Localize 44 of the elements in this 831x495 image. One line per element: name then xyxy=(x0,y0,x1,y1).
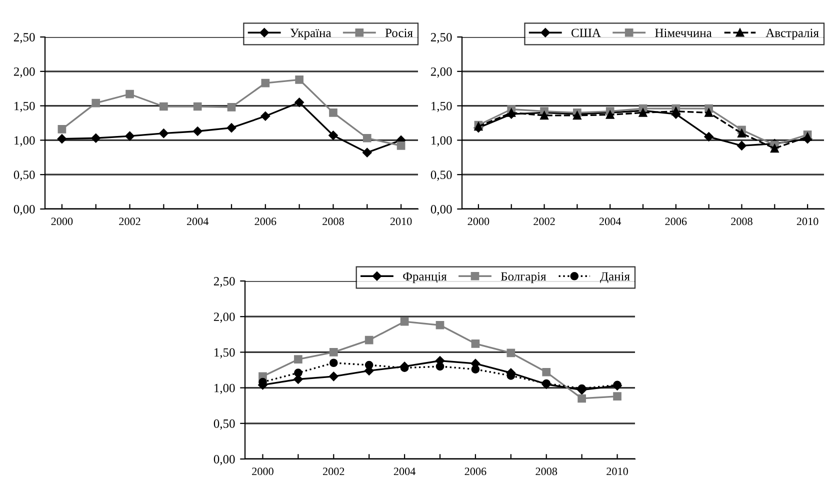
legend-label: Німеччина xyxy=(655,28,712,38)
y-tick-label: 1,00 xyxy=(14,136,35,146)
x-tick-label: 2002 xyxy=(323,468,344,476)
y-tick-label: 1,00 xyxy=(432,136,452,146)
x-tick-label: 2000 xyxy=(51,218,73,226)
x-tick-label: 2002 xyxy=(119,218,140,226)
y-tick-label: 0,50 xyxy=(430,170,452,181)
y-tick-label: 1,50 xyxy=(214,348,235,358)
y-tick-label: 2,00 xyxy=(214,312,235,323)
y-tick-label: 2,50 xyxy=(14,33,35,44)
x-tick-label: 2000 xyxy=(468,218,490,226)
x-tick-label: 2008 xyxy=(322,218,344,226)
x-tick-label: 2004 xyxy=(394,468,416,476)
x-tick-label: 2004 xyxy=(599,218,622,226)
x-tick-label: 2010 xyxy=(606,468,628,476)
y-tick-label: 0,00 xyxy=(430,205,452,216)
legend-label: Данія xyxy=(600,272,630,284)
legend-label: США xyxy=(572,28,601,38)
x-tick-label: 2006 xyxy=(464,468,486,476)
y-tick-label: 2,50 xyxy=(430,33,452,44)
legend-label: Росія xyxy=(385,28,413,38)
x-tick-label: 2006 xyxy=(254,218,276,226)
legend-label: Болгарія xyxy=(500,272,546,284)
y-tick-label: 0,00 xyxy=(14,205,35,216)
x-tick-label: 2004 xyxy=(186,218,209,226)
y-tick-label: 2,00 xyxy=(14,67,35,78)
legend-label: Україна xyxy=(290,28,332,40)
y-tick-label: 0,00 xyxy=(214,455,235,466)
y-tick-label: 1,50 xyxy=(432,102,452,112)
y-tick-label: 1,50 xyxy=(14,102,35,112)
y-tick-label: 0,50 xyxy=(14,170,35,181)
x-tick-label: 2000 xyxy=(252,468,274,476)
x-tick-label: 2008 xyxy=(731,218,752,226)
x-tick-label: 2006 xyxy=(665,218,687,226)
y-tick-label: 1,00 xyxy=(214,384,235,394)
legend-label: Австралія xyxy=(766,28,819,40)
x-tick-label: 2008 xyxy=(536,468,558,476)
x-tick-label: 2002 xyxy=(534,218,555,226)
y-tick-label: 2,50 xyxy=(214,277,235,288)
x-tick-label: 2010 xyxy=(390,218,412,226)
legend-label: Франція xyxy=(403,272,447,284)
x-tick-label: 2010 xyxy=(796,218,818,226)
y-tick-label: 0,50 xyxy=(214,419,235,430)
y-tick-label: 2,00 xyxy=(430,67,452,78)
